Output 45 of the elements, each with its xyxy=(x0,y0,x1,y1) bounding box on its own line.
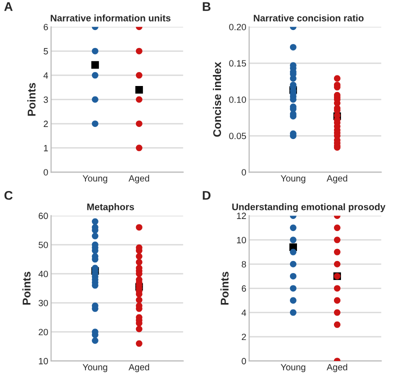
x-tick-label: Young xyxy=(82,364,108,372)
y-tick-label: 12 xyxy=(237,212,246,219)
y-axis-title: Points xyxy=(27,82,36,116)
y-axis-title: Concise index xyxy=(212,62,222,137)
y-tick-label: 8 xyxy=(242,261,246,268)
x-tick-label: Young xyxy=(280,364,306,372)
text: A xyxy=(4,2,13,11)
y-tick-label: 6 xyxy=(44,24,48,30)
y-tick-label: 6 xyxy=(242,285,246,292)
x-tick-label: Aged xyxy=(326,364,348,372)
y-tick-label: 2 xyxy=(44,120,48,127)
y-tick-label: 30 xyxy=(38,300,48,306)
chart-title: Narrative concision ratio xyxy=(254,14,364,22)
text: B xyxy=(202,2,210,11)
y-tick-label: 4 xyxy=(242,310,246,316)
y-tick-label: 10 xyxy=(237,236,246,244)
text: D xyxy=(202,191,211,200)
chart-title: Metaphors xyxy=(87,203,134,212)
y-tick-label: 5 xyxy=(44,48,48,54)
y-axis-title: Points xyxy=(22,272,31,305)
y-tick-label: 10 xyxy=(38,358,48,364)
y-tick-label: 0.10 xyxy=(229,96,246,103)
y-tick-label: 40 xyxy=(38,270,48,278)
text: C xyxy=(4,190,13,200)
chart-title: Narrative information units xyxy=(50,14,170,22)
x-tick-label: Young xyxy=(82,175,108,184)
y-tick-label: 0.20 xyxy=(229,24,246,30)
y-tick-label: 0.05 xyxy=(229,132,246,140)
y-tick-label: 3 xyxy=(44,96,48,103)
y-tick-label: 0 xyxy=(242,358,246,364)
chart-title: Understanding emotional prosody xyxy=(232,203,386,212)
y-tick-label: 1 xyxy=(44,144,48,152)
x-tick-label: Young xyxy=(280,175,306,184)
x-tick-label: Aged xyxy=(128,364,150,372)
x-tick-label: Aged xyxy=(128,174,150,184)
y-tick-label: 60 xyxy=(38,212,48,220)
y-tick-label: 0 xyxy=(44,169,48,176)
y-axis-title: Points xyxy=(220,272,229,305)
y-tick-label: 2 xyxy=(242,334,246,340)
y-tick-label: 0 xyxy=(242,169,246,176)
y-tick-label: 50 xyxy=(38,242,48,248)
y-tick-label: 0.15 xyxy=(229,60,246,67)
y-tick-label: 4 xyxy=(44,72,48,79)
x-tick-label: Aged xyxy=(326,174,348,184)
y-tick-label: 20 xyxy=(38,328,48,336)
